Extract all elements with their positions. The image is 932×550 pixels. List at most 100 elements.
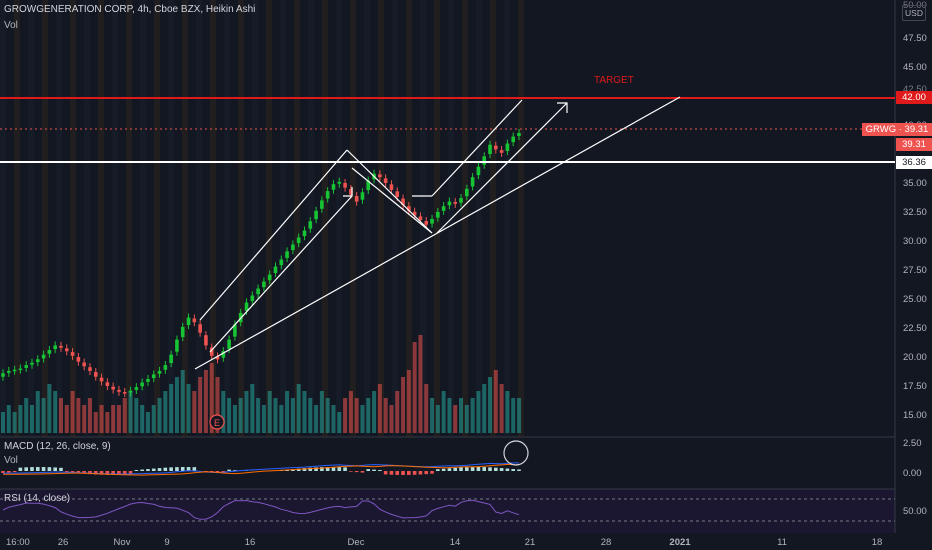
candle	[482, 156, 487, 165]
candle	[76, 357, 81, 362]
channel-upper-1[interactable]	[199, 149, 348, 321]
volume-bar	[41, 398, 46, 433]
macd-pane[interactable]	[0, 437, 895, 489]
price-tick: 32.50	[903, 207, 927, 218]
macd-histogram-bar	[470, 467, 475, 471]
macd-histogram-bar	[488, 467, 492, 471]
macd-histogram-bar	[117, 471, 121, 475]
candle	[256, 288, 260, 295]
session-stripe	[56, 0, 62, 437]
macd-histogram-bar	[30, 467, 34, 471]
macd-histogram-bar	[372, 469, 376, 471]
volume-bar	[145, 412, 150, 433]
macd-histogram-bar	[499, 468, 504, 471]
earnings-marker[interactable]: E	[209, 414, 225, 430]
macd-histogram-bar	[233, 470, 237, 471]
volume-bar	[232, 405, 237, 433]
macd-histogram-bar	[424, 471, 429, 475]
volume-bar	[505, 391, 510, 433]
volume-bar	[186, 384, 191, 433]
price-axis[interactable]	[895, 0, 932, 533]
rsi-pane[interactable]	[0, 489, 895, 533]
rsi-label[interactable]: RSI (14, close)	[4, 493, 71, 504]
volume-bar	[87, 398, 92, 433]
session-stripe	[434, 0, 440, 437]
volume-bar	[256, 398, 261, 433]
macd-histogram-bar	[337, 467, 342, 471]
time-tick: 11	[777, 537, 787, 548]
volume-bar	[464, 405, 469, 433]
macd-histogram-bar	[343, 467, 347, 471]
candle	[41, 354, 46, 359]
macd-label[interactable]: MACD (12, 26, close, 9)	[4, 441, 111, 452]
volume-bar	[244, 391, 249, 433]
macd-histogram-bar	[180, 467, 185, 471]
volume-bar	[424, 384, 429, 433]
volume-bar	[151, 405, 156, 433]
time-axis[interactable]	[0, 533, 932, 550]
candle	[279, 259, 284, 266]
macd-histogram-bar	[505, 468, 510, 471]
candle	[30, 362, 34, 365]
target-label: TARGET	[594, 75, 634, 86]
macd-histogram-bar	[418, 471, 423, 475]
candle	[488, 144, 492, 154]
candle	[436, 212, 440, 218]
volume-bar	[401, 377, 406, 433]
session-stripe	[476, 0, 482, 437]
volume-bars	[1, 335, 521, 433]
macd-histogram-bar	[366, 469, 371, 471]
session-stripe	[392, 0, 398, 437]
volume-bar	[261, 405, 266, 433]
volume-bar	[493, 370, 498, 433]
volume-bar	[406, 370, 411, 433]
candle	[412, 211, 417, 216]
earnings-circle[interactable]	[209, 414, 225, 430]
volume-bar	[53, 391, 58, 433]
main-pane[interactable]	[0, 0, 895, 437]
candle	[146, 379, 150, 382]
volume-bar	[343, 398, 348, 433]
volume-bar	[285, 391, 290, 433]
volume-bar	[517, 398, 521, 433]
macd-histogram-bar	[476, 467, 481, 471]
session-stripe	[28, 0, 34, 437]
macd-histogram-bar	[128, 471, 133, 475]
volume-bar	[128, 391, 133, 433]
macd-histogram-bar	[47, 467, 52, 471]
macd-histogram-bar	[517, 469, 521, 471]
price-tick-partial-target: 42.50	[903, 84, 927, 95]
time-tick: 2021	[669, 537, 691, 548]
channel-lower-1[interactable]	[209, 195, 353, 353]
volume-bar	[29, 405, 34, 433]
macd-histogram-bar	[41, 467, 46, 471]
drawings[interactable]	[194, 96, 681, 370]
macd-histogram-bar	[53, 467, 57, 471]
candle	[349, 189, 353, 195]
candle	[262, 281, 266, 288]
volume-bar	[482, 384, 487, 433]
macd-histogram-bar	[169, 467, 173, 471]
macd-histogram-bar	[12, 471, 17, 473]
candle	[169, 354, 173, 364]
session-stripe	[336, 0, 342, 437]
macd-histogram-bar	[383, 471, 388, 475]
volume-bar	[12, 412, 17, 433]
currency-button[interactable]: USD	[902, 5, 926, 21]
volume-bar	[459, 398, 464, 433]
channel-lower-2[interactable]	[436, 102, 568, 234]
volume-bar	[441, 391, 446, 433]
macd-histogram-bar	[407, 471, 411, 475]
symbol-title[interactable]: GROWGENERATION CORP, 4h, Cboe BZX, Heiki…	[4, 4, 256, 15]
macd-highlight-circle[interactable]	[503, 440, 529, 466]
volume-bar	[470, 398, 475, 433]
channel-upper-2[interactable]	[431, 99, 523, 197]
macd-histogram-bar	[215, 471, 220, 473]
volume-bar	[412, 342, 417, 433]
macd-histogram-bar	[511, 469, 516, 471]
candle	[314, 210, 318, 220]
macd-histogram-bar	[157, 468, 162, 471]
flag-line-upper[interactable]	[346, 149, 433, 234]
candle	[418, 216, 423, 221]
